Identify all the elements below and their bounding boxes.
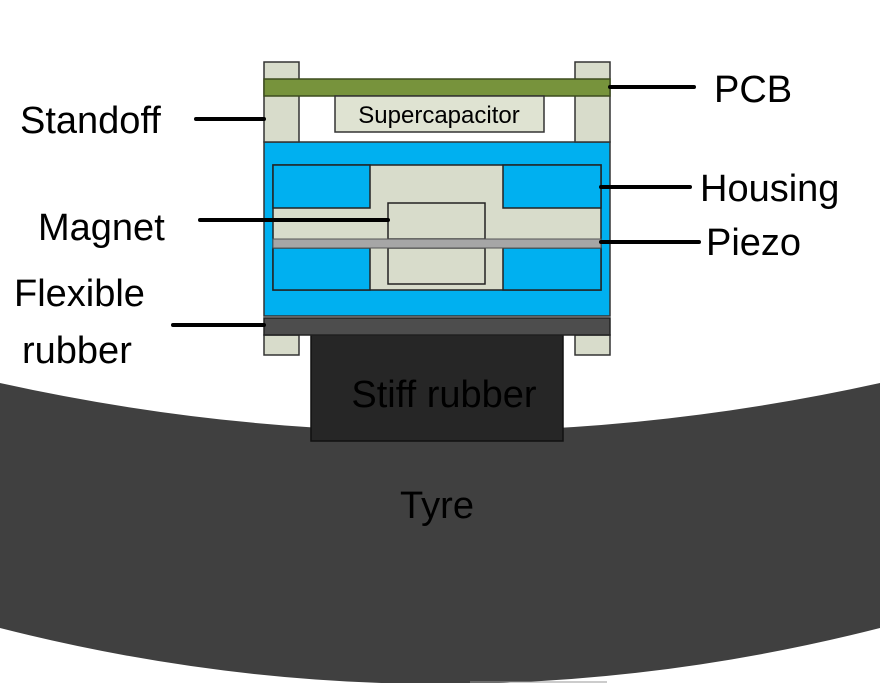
flexible-rubber-label-line2: rubber — [22, 330, 132, 372]
tyre — [0, 383, 880, 683]
standoff-left — [263, 61, 300, 143]
supercapacitor-box — [334, 95, 545, 133]
magnet-label: Magnet — [38, 207, 165, 249]
tyre-label: Tyre — [400, 485, 474, 527]
magnet-lower — [387, 247, 486, 285]
pcb-board — [263, 78, 611, 97]
stiff-rubber-block — [310, 334, 564, 442]
housing-block-bottom-left — [272, 247, 371, 291]
housing-block-top-right — [502, 164, 602, 209]
housing-block-top-left — [272, 164, 371, 209]
piezo-label: Piezo — [706, 222, 801, 264]
flexible-rubber-label-line1: Flexible — [14, 273, 145, 315]
piezo-strip — [272, 238, 602, 249]
flexible-rubber-strip — [263, 317, 611, 336]
supercapacitor-label: Supercapacitor — [358, 102, 519, 129]
standoff-foot-left — [263, 334, 300, 356]
standoff-label: Standoff — [20, 100, 161, 142]
housing-label: Housing — [700, 168, 839, 210]
pcb-label: PCB — [714, 69, 792, 111]
standoff-right — [574, 61, 611, 143]
magnet-upper — [387, 202, 486, 240]
stiff-rubber-label: Stiff rubber — [351, 374, 537, 416]
standoff-foot-right — [574, 334, 611, 356]
housing-block-bottom-right — [502, 247, 602, 291]
